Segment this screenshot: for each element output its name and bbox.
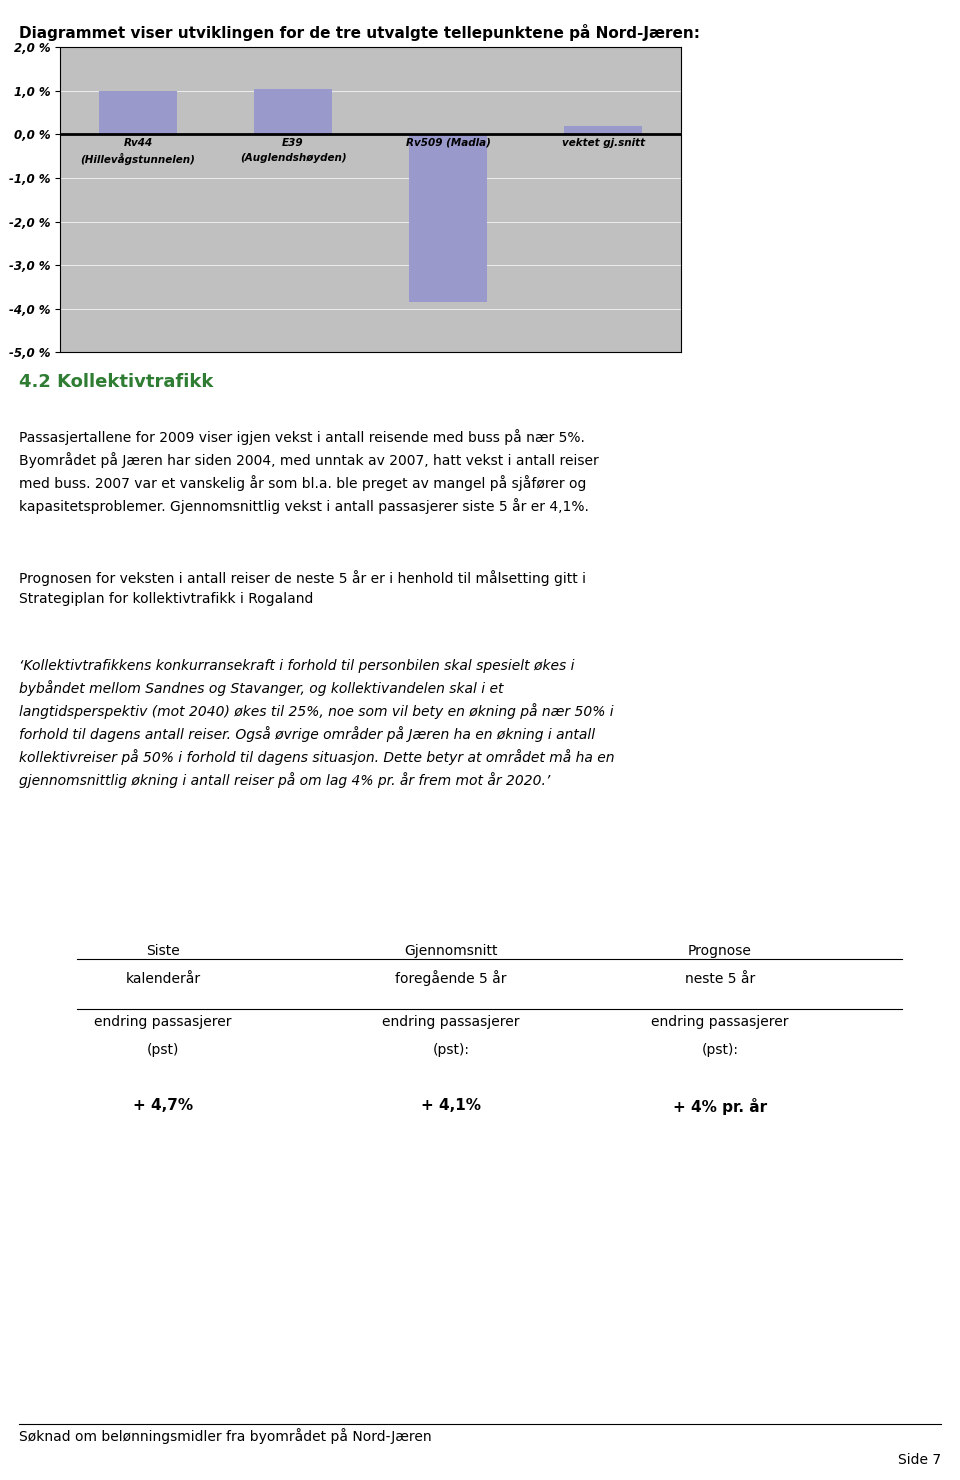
Text: Rv44: Rv44 xyxy=(124,138,153,148)
Text: + 4,1%: + 4,1% xyxy=(421,1098,481,1113)
Text: (pst):: (pst): xyxy=(702,1043,738,1057)
Text: kalenderår: kalenderår xyxy=(126,972,201,986)
Text: + 4,7%: + 4,7% xyxy=(133,1098,193,1113)
Text: ‘Kollektivtrafikkens konkurransekraft i forhold til personbilen skal spesielt øk: ‘Kollektivtrafikkens konkurransekraft i … xyxy=(19,659,614,787)
Text: Gjennomsnitt: Gjennomsnitt xyxy=(404,944,498,958)
Text: (Auglendshøyden): (Auglendshøyden) xyxy=(240,152,347,163)
Text: Passasjertallene for 2009 viser igjen vekst i antall reisende med buss på nær 5%: Passasjertallene for 2009 viser igjen ve… xyxy=(19,429,599,515)
Text: E39: E39 xyxy=(282,138,304,148)
Text: (Hillevågstunnelen): (Hillevågstunnelen) xyxy=(81,152,196,164)
Text: Prognosen for veksten i antall reiser de neste 5 år er i henhold til målsetting : Prognosen for veksten i antall reiser de… xyxy=(19,570,587,605)
Bar xyxy=(99,90,177,135)
Text: endring passasjerer: endring passasjerer xyxy=(651,1015,789,1029)
Bar xyxy=(564,126,642,135)
Text: 4.2 Kollektivtrafikk: 4.2 Kollektivtrafikk xyxy=(19,373,213,391)
Text: (pst): (pst) xyxy=(147,1043,180,1057)
Text: vektet gj.snitt: vektet gj.snitt xyxy=(562,138,645,148)
Text: endring passasjerer: endring passasjerer xyxy=(94,1015,232,1029)
Text: Siste: Siste xyxy=(146,944,180,958)
Text: + 4% pr. år: + 4% pr. år xyxy=(673,1098,767,1114)
Text: Diagrammet viser utviklingen for de tre utvalgte tellepunktene på Nord-Jæren:: Diagrammet viser utviklingen for de tre … xyxy=(19,24,700,40)
Text: foregående 5 år: foregående 5 år xyxy=(396,969,507,986)
Bar xyxy=(409,135,487,302)
Text: Rv509 (Madla): Rv509 (Madla) xyxy=(406,138,491,148)
Text: neste 5 år: neste 5 år xyxy=(684,972,756,986)
Bar xyxy=(254,89,332,135)
Text: Søknad om belønningsmidler fra byområdet på Nord-Jæren: Søknad om belønningsmidler fra byområdet… xyxy=(19,1428,432,1444)
Text: Side 7: Side 7 xyxy=(898,1453,941,1467)
Text: (pst):: (pst): xyxy=(433,1043,469,1057)
Text: Prognose: Prognose xyxy=(688,944,752,958)
Text: endring passasjerer: endring passasjerer xyxy=(382,1015,520,1029)
